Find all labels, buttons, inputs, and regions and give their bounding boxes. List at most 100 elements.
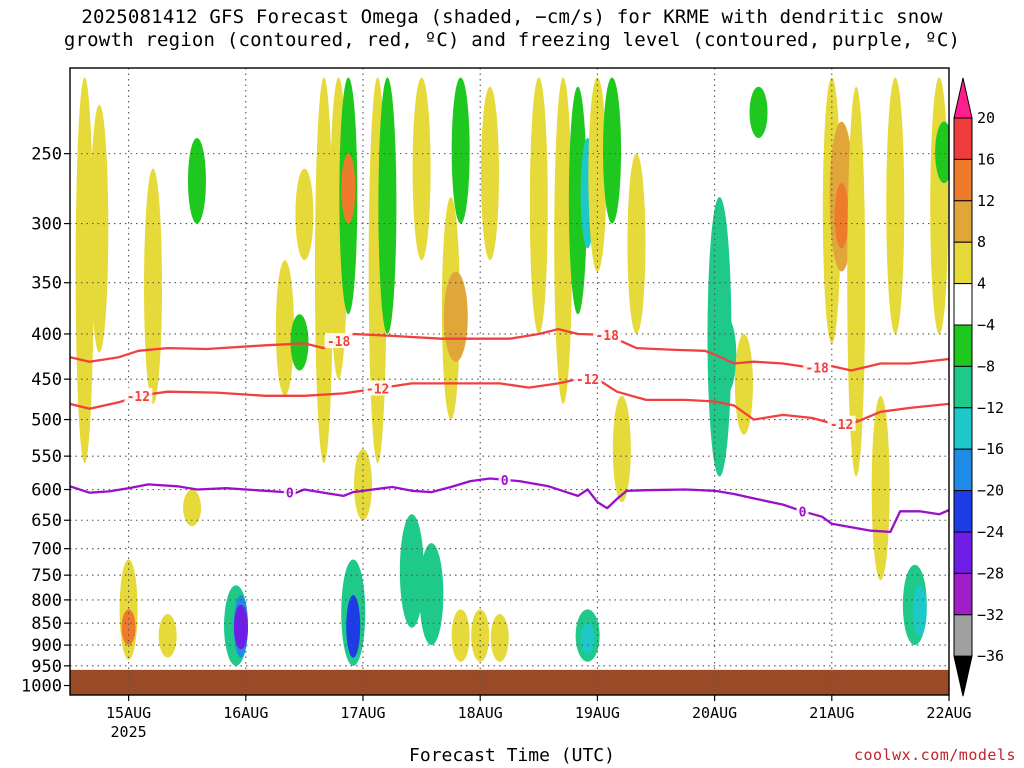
y-tick-label: 600 <box>31 481 62 501</box>
contour-label: 0 <box>799 505 807 520</box>
contour-label: -12 <box>127 390 150 405</box>
x-axis-title: Forecast Time (UTC) <box>409 745 615 766</box>
x-tick-label: 21AUG <box>809 704 854 722</box>
colorbar-label: −4 <box>977 316 995 334</box>
omega-cell-44 <box>712 314 737 396</box>
colorbar-label: −16 <box>977 440 1004 458</box>
colorbar-label: −36 <box>977 647 1004 665</box>
contour-line-2 <box>70 477 949 534</box>
colorbar: 20 16 12 8 4 −4 −8 −12 −16 −20 −24 −28 −32 −36 <box>953 77 1004 697</box>
contour-line-1 <box>70 377 949 426</box>
x-tick-label: 19AUG <box>575 704 620 722</box>
omega-cell-19 <box>346 595 361 658</box>
omega-cell-45 <box>734 333 753 435</box>
colorbar-label: −12 <box>977 399 1004 417</box>
colorbar-bin <box>953 614 973 657</box>
contour-label-bg <box>593 326 622 342</box>
x-tick-label: 20AUG <box>692 704 737 722</box>
y-tick-label: 400 <box>31 325 62 345</box>
colorbar-bin <box>953 407 973 450</box>
y-tick-label: 1000 <box>21 677 62 697</box>
y-tick-label: 800 <box>31 591 62 611</box>
x-tick-label: 17AUG <box>340 704 385 722</box>
colorbar-label: 20 <box>977 109 995 127</box>
colorbar-label: 4 <box>977 275 986 293</box>
contour-label-bg <box>283 484 296 500</box>
contour-label-bg <box>363 380 392 396</box>
ground-below-surface <box>70 669 949 695</box>
omega-shading <box>70 77 949 695</box>
chart-title: 2025081412 GFS Forecast Omega (shaded, −… <box>0 6 1024 52</box>
omega-cell-24 <box>412 77 431 261</box>
y-tick-label: 850 <box>31 614 62 634</box>
colorbar-bin <box>953 283 973 326</box>
contour-label: -12 <box>366 383 389 398</box>
omega-cell-6 <box>183 489 202 527</box>
omega-cell-33 <box>529 77 548 334</box>
colorbar-label: −28 <box>977 564 1004 582</box>
omega-cell-1 <box>90 104 109 353</box>
omega-cell-34 <box>554 77 573 404</box>
contour-label: -18 <box>327 335 351 350</box>
y-tick-label: 900 <box>31 636 62 656</box>
colorbar-bin <box>953 324 973 367</box>
contour-label: 0 <box>501 474 509 489</box>
omega-cell-42 <box>627 153 646 334</box>
omega-cell-4 <box>144 168 163 404</box>
y-tick-label: 250 <box>31 145 62 165</box>
colorbar-label: −8 <box>977 357 995 375</box>
colorbar-label: 8 <box>977 233 986 251</box>
x-tick-label: 22AUG <box>926 704 971 722</box>
x-tick-sublabel: 2025 <box>111 723 147 741</box>
colorbar-bin <box>953 490 973 533</box>
chart-title-line2: growth region (contoured, red, ºC) and f… <box>63 29 961 51</box>
contour-label: -12 <box>576 373 599 388</box>
contour-label-bg <box>827 415 856 431</box>
contour-label: -18 <box>805 361 829 376</box>
colorbar-label: −32 <box>977 606 1004 624</box>
omega-cell-17 <box>341 153 356 224</box>
omega-cell-51 <box>871 395 890 581</box>
colorbar-bin <box>953 365 973 409</box>
colorbar-bin <box>953 531 973 574</box>
omega-cell-20 <box>354 449 372 521</box>
omega-cell-28 <box>451 77 470 224</box>
y-tick-label: 450 <box>31 370 62 390</box>
grid <box>70 68 950 695</box>
omega-cell-10 <box>233 604 248 650</box>
y-tick-label: 550 <box>31 447 62 467</box>
omega-cell-31 <box>480 86 499 261</box>
axes: 2503003504004505005506006507007508008509… <box>21 145 972 741</box>
contour-label: -18 <box>595 329 619 344</box>
colorbar-bin <box>953 448 973 492</box>
contour-label: 0 <box>286 487 294 502</box>
omega-cell-22 <box>378 77 397 334</box>
y-tick-label: 350 <box>31 274 62 294</box>
omega-cell-32 <box>490 614 509 662</box>
omega-cell-38 <box>580 623 595 654</box>
colorbar-bin <box>953 158 973 202</box>
x-tick-label: 15AUG <box>106 704 151 722</box>
y-tick-label: 300 <box>31 215 62 235</box>
contour-label-bg <box>803 359 832 375</box>
omega-cell-11 <box>275 260 294 396</box>
omega-cell-46 <box>749 86 768 138</box>
plot-frame <box>69 67 950 696</box>
omega-cell-14 <box>314 77 333 464</box>
colorbar-bin <box>953 117 973 160</box>
colorbar-bottom-arrow <box>953 655 973 697</box>
omega-cell-49 <box>834 183 849 249</box>
omega-cell-5 <box>158 614 177 658</box>
contour-label-bg <box>498 471 511 487</box>
colorbar-bin <box>953 572 973 616</box>
contour-label-bg <box>796 503 809 519</box>
omega-cell-13 <box>295 168 314 261</box>
omega-cell-29 <box>451 609 470 662</box>
omega-cell-35 <box>568 86 587 315</box>
source-credit: coolwx.com/models <box>853 746 1016 764</box>
colorbar-bin <box>953 200 973 243</box>
contour-label: -12 <box>830 418 853 433</box>
omega-cell-54 <box>912 585 927 637</box>
temperature-contours: -18 -18 -18 -12 -12 -12 -12 0 0 0 <box>70 326 949 534</box>
